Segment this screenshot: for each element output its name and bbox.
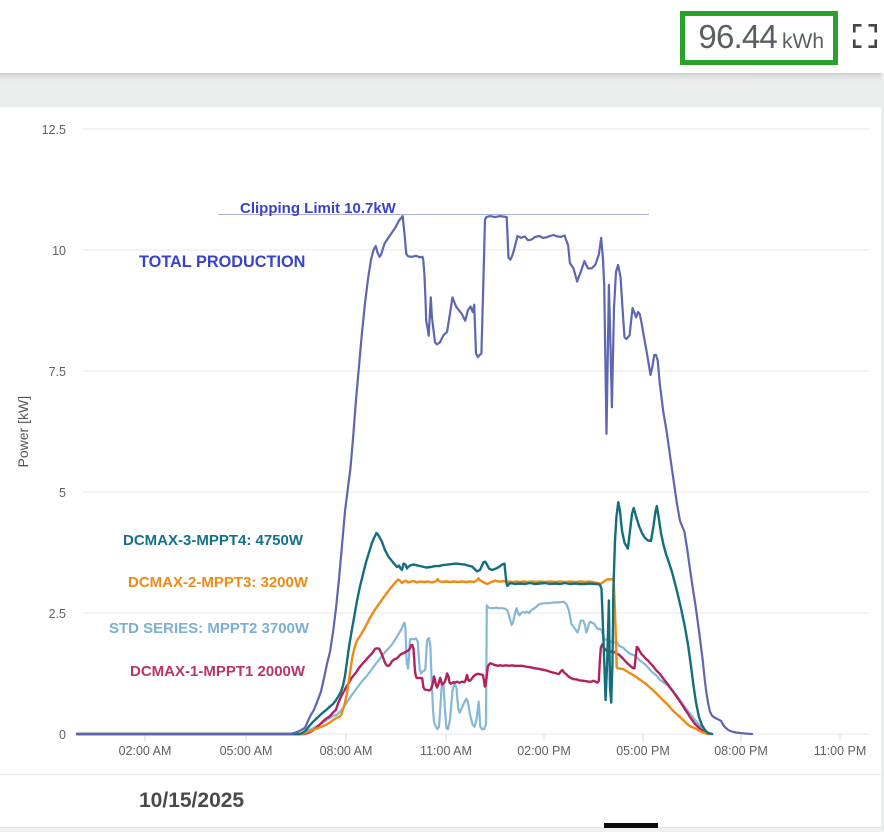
svg-text:STD SERIES: MPPT2 3700W: STD SERIES: MPPT2 3700W bbox=[109, 620, 310, 637]
svg-text:02:00 PM: 02:00 PM bbox=[517, 744, 571, 758]
svg-text:Clipping Limit 10.7kW: Clipping Limit 10.7kW bbox=[240, 200, 397, 217]
svg-text:2.5: 2.5 bbox=[49, 607, 66, 621]
svg-text:DCMAX-1-MPPT1 2000W: DCMAX-1-MPPT1 2000W bbox=[130, 663, 306, 680]
svg-text:DCMAX-3-MPPT4: 4750W: DCMAX-3-MPPT4: 4750W bbox=[123, 532, 304, 549]
svg-text:0: 0 bbox=[59, 728, 66, 742]
svg-text:08:00 PM: 08:00 PM bbox=[714, 744, 768, 758]
svg-text:TOTAL PRODUCTION: TOTAL PRODUCTION bbox=[139, 253, 305, 271]
svg-text:Power [kW]: Power [kW] bbox=[15, 396, 31, 468]
svg-text:05:00 AM: 05:00 AM bbox=[220, 744, 273, 758]
svg-text:02:00 AM: 02:00 AM bbox=[119, 744, 172, 758]
svg-text:11:00 AM: 11:00 AM bbox=[420, 744, 472, 758]
svg-text:10: 10 bbox=[52, 244, 66, 258]
svg-text:7.5: 7.5 bbox=[49, 365, 66, 379]
svg-text:08:00 AM: 08:00 AM bbox=[320, 744, 373, 758]
svg-text:05:00 PM: 05:00 PM bbox=[616, 744, 670, 758]
svg-text:12.5: 12.5 bbox=[42, 123, 66, 137]
svg-text:11:00 PM: 11:00 PM bbox=[814, 744, 867, 758]
svg-text:5: 5 bbox=[59, 486, 66, 500]
svg-text:DCMAX-2-MPPT3: 3200W: DCMAX-2-MPPT3: 3200W bbox=[128, 574, 309, 591]
